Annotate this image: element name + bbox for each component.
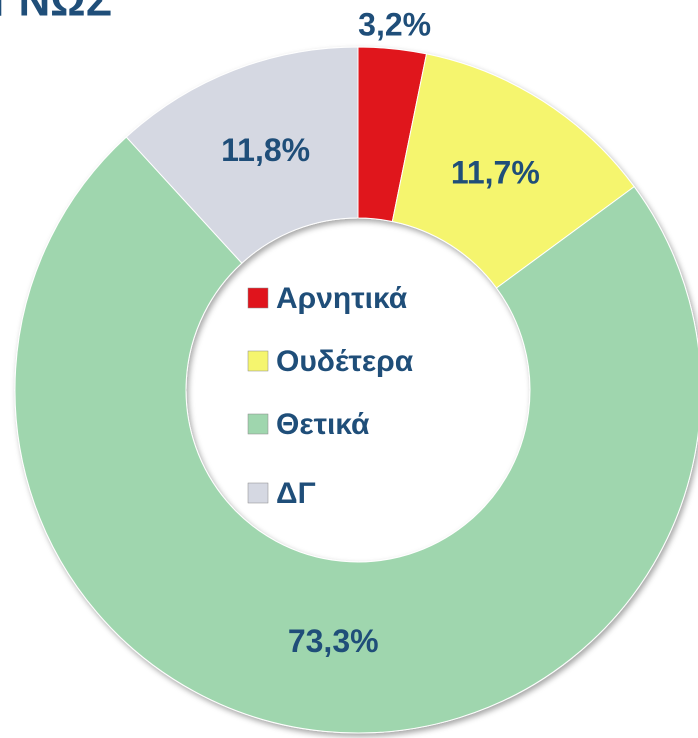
legend-label: Αρνητικά xyxy=(276,282,408,315)
slice xyxy=(14,136,698,734)
chart-title: ΓΝΩΣ xyxy=(0,0,112,26)
data-label: 73,3% xyxy=(288,623,379,659)
legend-swatch xyxy=(247,287,269,309)
legend-swatch xyxy=(247,350,269,372)
data-label: 3,2% xyxy=(358,6,431,42)
donut xyxy=(14,46,698,734)
legend-swatch xyxy=(247,413,269,435)
legend-swatch xyxy=(247,482,269,504)
data-label: 11,8% xyxy=(221,132,310,168)
legend-label: Ουδέτερα xyxy=(276,345,414,378)
legend-label: Θετικά xyxy=(276,408,370,441)
slice xyxy=(391,53,635,289)
legend-label: ΔΓ xyxy=(276,477,316,510)
slice xyxy=(125,46,359,264)
data-label: 11,7% xyxy=(451,155,540,191)
